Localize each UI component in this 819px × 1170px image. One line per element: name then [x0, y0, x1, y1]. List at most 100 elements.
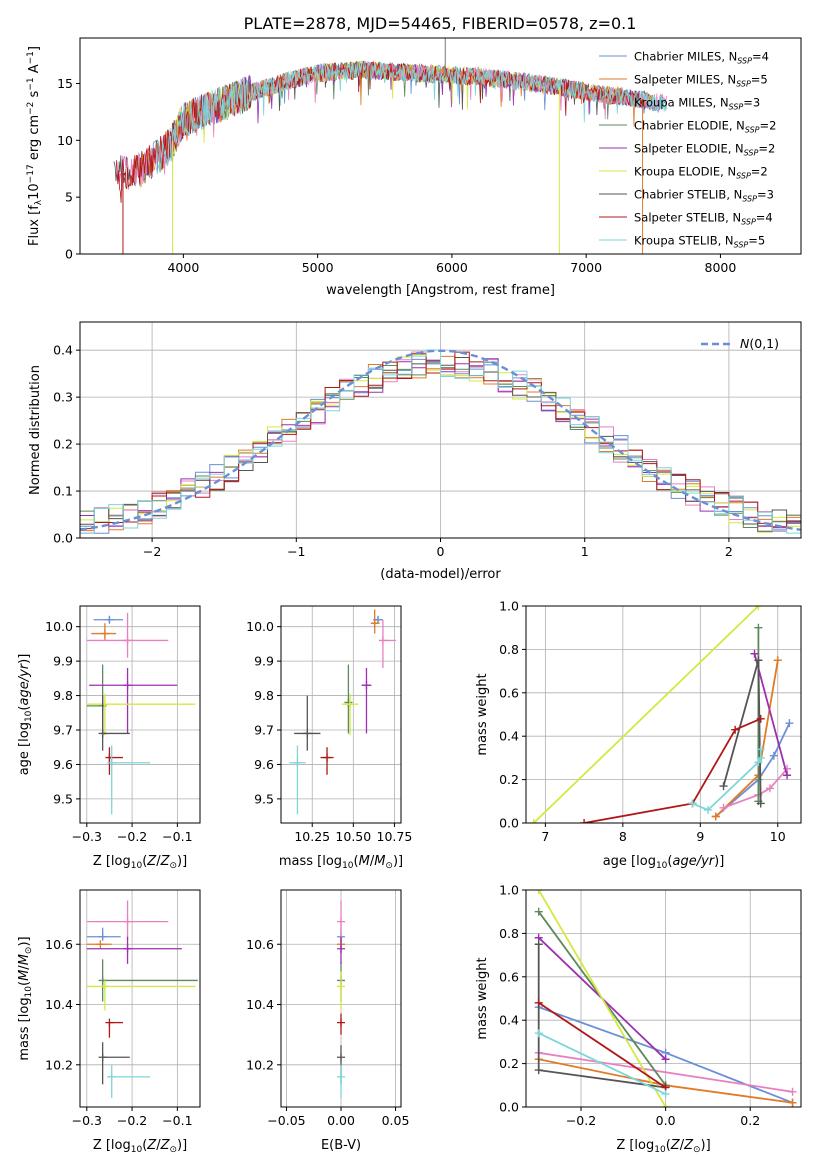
age_vs_Z-frame: −0.3 −0.2 −0.19.59.69.79.89.910.0Z [log10(…	[17, 605, 201, 871]
age_vs_mass-frame: 10.25 10.50 10.75 9.5 9.6 9.7 9.8 9.9 10.0 mass […	[246, 605, 413, 871]
weight_vs_Z-y-tick-label: 1.0	[499, 883, 519, 898]
weight_vs_Z-series-line	[537, 890, 667, 1107]
residuals-y-axis-label: Normed distribution	[28, 365, 43, 495]
weight_vs_age-data-point	[580, 819, 589, 823]
legend-entry-tail: =2	[760, 119, 777, 133]
spectrum-y-axis-label-part: 10	[27, 183, 42, 200]
weight_vs_age-x-tick-label: 7	[541, 829, 549, 844]
legend-entry-tail: =3	[757, 188, 774, 202]
residuals-y-tick-label: 0.3	[53, 390, 73, 405]
age_vs_mass-data-point	[344, 698, 353, 707]
age_vs_Z-data-point	[105, 615, 114, 624]
weight_vs_Z-y-tick-label: 0.4	[499, 1013, 519, 1028]
legend-entry-sub: SSP	[741, 218, 756, 227]
spectrum-y-axis-label-part: −1	[26, 51, 36, 64]
age_vs_mass-x-tick-label: 10.75	[377, 829, 413, 844]
weight_vs_age-x-axis-label-part: 10	[656, 861, 668, 871]
mass_vs_Z-y-axis-label-part: ⊙	[24, 947, 34, 955]
age_vs_Z-y-tick-label: 9.7	[53, 723, 73, 738]
age_vs_mass-y-tick-label: 9.5	[254, 791, 274, 806]
weight_vs_Z-data-point	[661, 1103, 670, 1107]
legend-entry-base: Chabrier ELODIE, N	[634, 119, 745, 133]
mass_vs_ebv-data-point	[337, 944, 345, 953]
weight_vs_Z-series-line	[538, 1051, 793, 1093]
weight_vs_Z-data-point	[661, 1089, 670, 1098]
weight_vs_age-series-line	[753, 653, 788, 776]
mass_vs_Z-data-point	[105, 1018, 114, 1027]
mass_vs_Z-x-axis-label-part: 10	[131, 1145, 143, 1155]
age_vs_Z-x-axis-label: Z [log10(Z/Z⊙)]	[93, 854, 187, 871]
mass_vs_Z-plot-area	[86, 900, 198, 1098]
histogram-step-series	[80, 349, 801, 534]
spectrum-y-tick-label: 5	[65, 190, 73, 205]
age_vs_mass-x-axis-label-part: ⊙	[385, 861, 393, 871]
legend-entry-tail: =2	[758, 142, 775, 156]
weight_vs_Z-y-axis-label: mass weight	[475, 957, 490, 1039]
legend-entry-sub: SSP	[736, 172, 751, 181]
residuals-x-tick-label: 1	[581, 544, 589, 559]
age_vs_Z-grid	[80, 606, 200, 823]
age_vs_Z-y-axis-label-part: )]	[17, 654, 32, 664]
age_vs_mass-plot-area	[289, 609, 397, 815]
mass_vs_ebv-x-tick-label: −0.05	[267, 1113, 305, 1128]
weight_vs_age-axes-frame	[525, 605, 802, 824]
age_vs_Z-y-axis-label-part: age [log	[17, 722, 32, 775]
age_vs_mass-data-point	[303, 729, 312, 738]
legend-entry-tail: =4	[756, 211, 773, 225]
age_vs_Z-x-tick-label: −0.2	[117, 829, 147, 844]
weight_vs_age-series-line	[715, 722, 791, 818]
age_vs_mass-x-axis-label-part: )]	[393, 854, 403, 869]
mass_vs_Z-y-axis-label-part: 10	[24, 986, 34, 998]
mass_vs_Z-data-point	[123, 944, 132, 953]
legend-entry: Salpeter MILES, NSSP=5	[634, 73, 768, 89]
legend-entry-tail: =3	[743, 96, 760, 110]
age_vs_mass-y-tick-label: 9.6	[254, 757, 274, 772]
mass_vs_Z-x-tick-label: −0.1	[162, 1113, 192, 1128]
spectrum-y-axis-label-part: s	[27, 90, 42, 101]
mass_vs_Z-data-point	[107, 1072, 116, 1081]
age-vs-metallicity-panel: −0.3 −0.2 −0.19.59.69.79.89.910.0Z [log10(…	[17, 605, 201, 871]
mass_vs_Z-y-axis-label-part: mass [log	[17, 997, 32, 1060]
mass_vs_ebv-data-point	[337, 1018, 345, 1027]
weight_vs_age-data-point	[754, 606, 763, 610]
mass_vs_Z-data-point	[98, 1053, 107, 1062]
age_vs_mass-y-tick-label: 9.7	[254, 723, 274, 738]
spectrum-y-axis-label-part: −17	[26, 164, 36, 183]
age_vs_mass-x-axis-label-part: M	[374, 854, 385, 869]
spectrum-series-line	[129, 61, 657, 188]
weight-vs-metallicity-panel: −0.2 0.0 0.20.00.20.40.60.81.0Z [log10(Z/Z…	[475, 883, 802, 1155]
weight_vs_Z-data-point	[534, 940, 543, 949]
legend-entry-base: Kroupa STELIB, N	[634, 234, 734, 248]
mass_vs_Z-y-tick-label: 10.4	[45, 997, 73, 1012]
mass_vs_Z-data-point	[100, 982, 109, 991]
spectrum-y-axis-label-part: −1	[26, 77, 36, 90]
weight_vs_age-data-point	[704, 805, 713, 814]
weight_vs_age-data-point	[756, 799, 765, 808]
age_vs_Z-y-tick-label: 10.0	[45, 619, 73, 634]
spectrum-y-axis-label-part: erg cm	[27, 115, 42, 164]
residuals-frame: −2 −1 0 1 2 0.0 0.1 0.2 0.3 0.4 N(0,1) (data-model)…	[28, 321, 802, 582]
weight_vs_age-y-tick-label: 0.6	[499, 685, 519, 700]
mass_vs_ebv-plot-area	[337, 900, 345, 1098]
weight_vs_age-x-axis-label-part: (	[667, 854, 672, 869]
age_vs_mass-x-axis-label-part: /	[370, 854, 375, 869]
legend-entry: Chabrier ELODIE, NSSP=2	[634, 119, 776, 135]
age_vs_mass-data-point	[293, 758, 302, 767]
residuals-y-tick-label: 0.2	[53, 437, 73, 452]
age_vs_mass-data-point	[346, 700, 355, 709]
age_vs_Z-x-axis-label-part: ⊙	[169, 861, 177, 871]
legend-entry-tail: =5	[751, 73, 768, 87]
weight_vs_age-y-tick-label: 0.4	[499, 729, 519, 744]
age_vs_Z-y-axis-label-part: (	[17, 706, 32, 711]
spectrum-y-axis-label-part: Flux [f	[27, 205, 42, 246]
weight_vs_Z-data-point	[534, 890, 543, 894]
weight_vs_age-x-axis-label-part: )]	[714, 854, 724, 869]
weight_vs_age-data-point	[756, 714, 765, 723]
normal-distribution-curve	[80, 349, 801, 531]
age_vs_mass-x-axis-label-part: 10	[342, 861, 354, 871]
weight_vs_age-x-tick-label: 10	[770, 829, 786, 844]
age_vs_Z-y-tick-label: 9.6	[53, 757, 73, 772]
legend-entry-sub: SSP	[734, 241, 749, 250]
weight_vs_Z-x-axis-label-part: (	[666, 1138, 671, 1153]
